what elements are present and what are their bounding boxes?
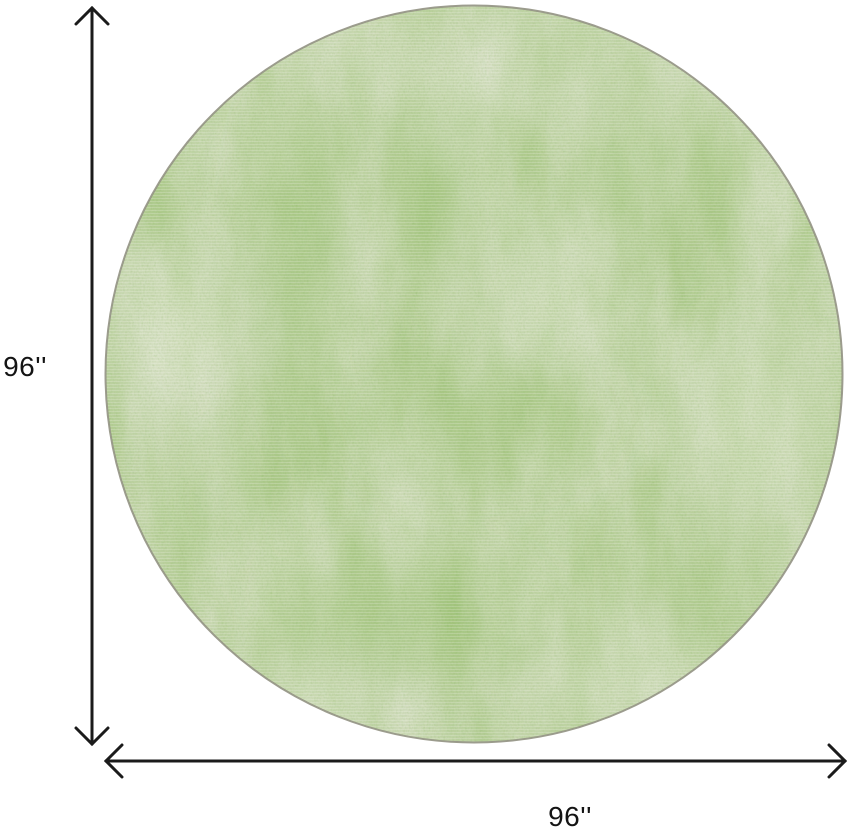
- rug-edge-outline: [104, 4, 844, 744]
- horizontal-dimension-label: 96'': [548, 801, 592, 830]
- dimension-arrows: [74, 5, 848, 779]
- vertical-dimension-arrow-icon: [74, 5, 110, 747]
- vertical-dimension-label: 96'': [3, 351, 47, 382]
- horizontal-dimension-arrow-icon: [103, 743, 848, 779]
